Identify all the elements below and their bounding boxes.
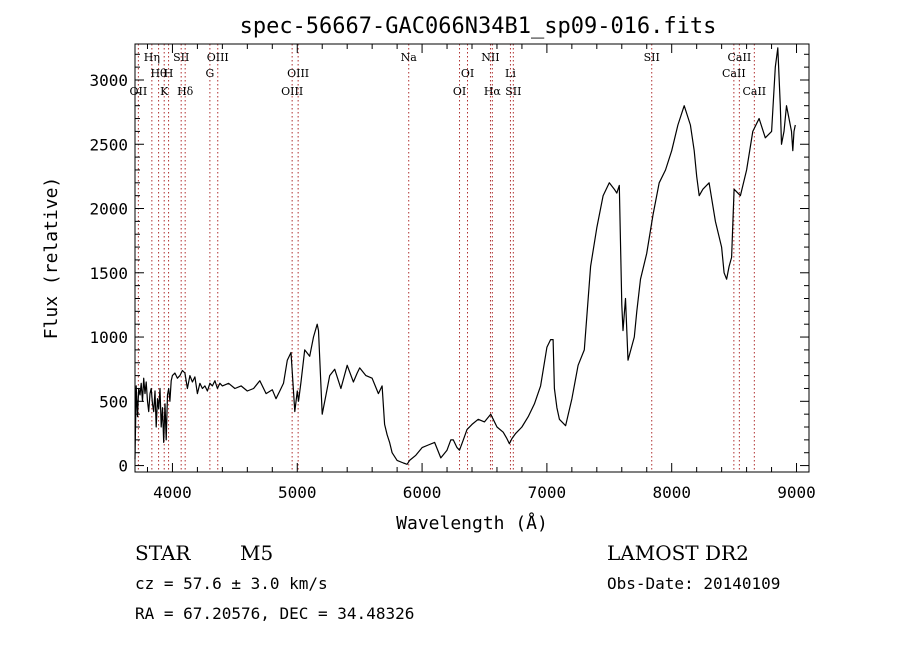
spectral-line-label: Hη xyxy=(144,51,160,64)
spectral-line-label: OIII xyxy=(287,67,309,80)
y-tick-label: 1000 xyxy=(89,328,128,347)
x-tick-label: 6000 xyxy=(403,483,442,502)
x-tick-label: 9000 xyxy=(777,483,816,502)
spectral-line-label: SII xyxy=(644,51,660,64)
survey-name: LAMOST DR2 xyxy=(607,541,749,565)
x-tick-label: 8000 xyxy=(652,483,691,502)
spectral-line-label: SII xyxy=(505,85,521,98)
spectral-line-label: SII xyxy=(173,51,189,64)
spectral-line-label: Hδ xyxy=(177,85,194,98)
observation-date: Obs-Date: 20140109 xyxy=(607,574,780,593)
y-axis-ticks: 0 500 1000 1500 2000 2500 3000 xyxy=(89,53,809,476)
object-class: STAR xyxy=(135,541,191,565)
spectral-line-label: OIII xyxy=(207,51,229,64)
y-tick-label: 0 xyxy=(118,457,128,476)
object-subclass: M5 xyxy=(240,541,273,565)
x-tick-label: 5000 xyxy=(278,483,317,502)
x-axis-ticks: 4000 5000 6000 7000 8000 9000 xyxy=(146,44,816,502)
spectral-line-label: Hθ xyxy=(150,67,167,80)
y-tick-label: 3000 xyxy=(89,71,128,90)
chart-title: spec-56667-GAC066N34B1_sp09-016.fits xyxy=(240,14,717,39)
spectral-line-label: OI xyxy=(461,67,474,80)
spectral-line-markers xyxy=(137,44,755,472)
spectral-line-label: K xyxy=(160,85,169,98)
y-tick-label: 2500 xyxy=(89,135,128,154)
y-axis-label: Flux (relative) xyxy=(41,177,62,340)
spectral-line-label: OI xyxy=(453,85,466,98)
spectral-line-label: OIII xyxy=(281,85,303,98)
coordinates-text: RA = 67.20576, DEC = 34.48326 xyxy=(135,604,414,623)
x-tick-label: 4000 xyxy=(153,483,192,502)
spectral-line-label: OII xyxy=(130,85,148,98)
y-tick-label: 500 xyxy=(99,392,128,411)
spectral-line-label: G xyxy=(205,67,214,80)
spectral-line-label: H xyxy=(164,67,174,80)
spectral-line-labels: OII Hη Hθ KH SII Hδ G OIII OIII OIII Na OI OI NII HαLi… xyxy=(130,51,767,98)
spectral-line-label: Li xyxy=(505,67,516,80)
y-tick-label: 2000 xyxy=(89,200,128,219)
spectrum-series-line xyxy=(134,47,796,465)
spectral-line-label: NII xyxy=(481,51,499,64)
spectral-line-label: CaII xyxy=(728,51,752,64)
spectral-line-label: CaII xyxy=(722,67,746,80)
redshift-text: cz = 57.6 ± 3.0 km/s xyxy=(135,574,328,593)
x-tick-label: 7000 xyxy=(528,483,567,502)
x-axis-label: Wavelength (Å) xyxy=(396,512,548,534)
spectral-line-label: Hα xyxy=(484,85,502,98)
spectral-line-label: CaII xyxy=(742,85,766,98)
plot-frame xyxy=(134,43,810,473)
spectral-line-label: Na xyxy=(401,51,418,64)
y-tick-label: 1500 xyxy=(89,264,128,283)
